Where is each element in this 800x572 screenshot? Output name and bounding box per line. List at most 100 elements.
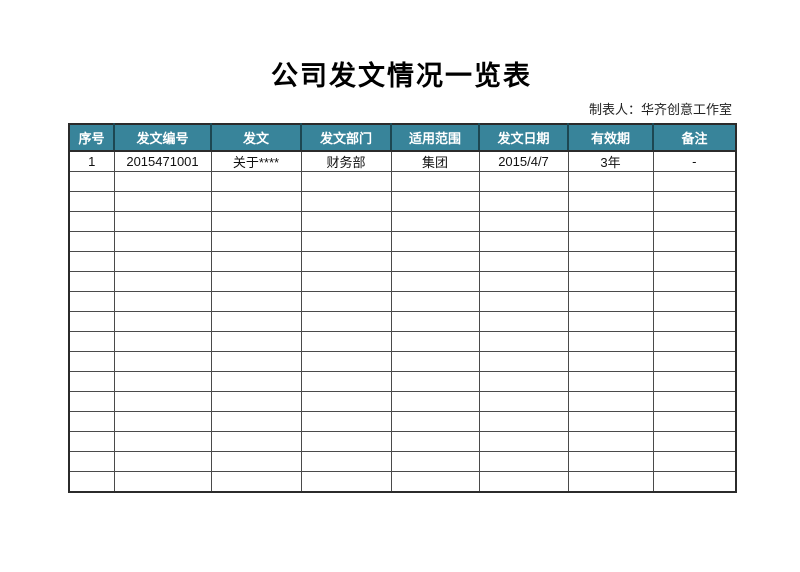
table-cell-serial-number [68,191,115,212]
table-cell-remarks [652,331,737,352]
empty-table-row [68,291,737,312]
table-cell-issuing-department [300,391,392,412]
table-cell-doc-number [113,231,212,252]
table-cell-serial-number [68,411,115,432]
table-cell-issuing-department [300,171,392,192]
table-cell-remarks [652,171,737,192]
table-cell-serial-number [68,211,115,232]
table-cell-serial-number [68,371,115,392]
table-cell-issue-date [478,371,569,392]
table-cell-remarks [652,271,737,292]
table-cell-issuing-department [300,331,392,352]
table-cell-doc-number [113,171,212,192]
table-cell-applicable-scope [390,271,480,292]
empty-table-row [68,431,737,452]
table-cell-doc-number [113,251,212,272]
table-cell-validity-period: 3年 [567,150,654,172]
table-cell-serial-number [68,471,115,492]
table-body: 1 2015471001 关于**** 财务部 集团 2015/4/7 3年 - [68,150,737,492]
table-cell-doc-number [113,391,212,412]
table-cell-issuing-department [300,431,392,452]
header-cell-issue-date: 发文日期 [478,124,568,152]
table-cell-issuing-department [300,351,392,372]
table-cell-remarks [652,411,737,432]
table-cell-issue-date [478,211,569,232]
table-cell-validity-period [567,471,654,492]
table-cell-applicable-scope [390,471,480,492]
table-cell-document: 关于**** [210,150,302,172]
table-cell-validity-period [567,391,654,412]
table-cell-remarks [652,431,737,452]
table-cell-remarks [652,311,737,332]
empty-table-row [68,311,737,332]
table-cell-doc-number: 2015471001 [113,150,212,172]
empty-table-row [68,411,737,432]
table-cell-issuing-department [300,311,392,332]
table-cell-document [210,231,302,252]
table-cell-doc-number [113,431,212,452]
table-cell-serial-number [68,231,115,252]
table-header-row: 序号 发文编号 发文 发文部门 适用范围 发文日期 有效期 备注 [69,124,736,152]
header-cell-issuing-department: 发文部门 [300,124,391,152]
table-cell-remarks [652,251,737,272]
table-cell-issuing-department [300,411,392,432]
table-cell-serial-number [68,451,115,472]
table-cell-applicable-scope [390,231,480,252]
table-cell-issue-date: 2015/4/7 [478,150,569,172]
table-row: 1 2015471001 关于**** 财务部 集团 2015/4/7 3年 - [68,150,737,172]
header-cell-doc-number: 发文编号 [113,124,211,152]
table-cell-validity-period [567,371,654,392]
table-cell-document [210,471,302,492]
table-cell-issue-date [478,271,569,292]
table-cell-doc-number [113,471,212,492]
table-cell-serial-number: 1 [68,150,115,172]
table-cell-serial-number [68,351,115,372]
table-cell-remarks [652,391,737,412]
table-cell-applicable-scope [390,171,480,192]
table-cell-doc-number [113,211,212,232]
table-cell-applicable-scope [390,371,480,392]
header-cell-serial-number: 序号 [69,124,114,152]
table-cell-issuing-department: 财务部 [300,150,392,172]
table-cell-document [210,211,302,232]
table-cell-remarks [652,451,737,472]
table-cell-serial-number [68,271,115,292]
table-cell-serial-number [68,171,115,192]
table-cell-document [210,291,302,312]
table-cell-issue-date [478,451,569,472]
header-cell-applicable-scope: 适用范围 [390,124,479,152]
table-cell-validity-period [567,231,654,252]
empty-table-row [68,211,737,232]
table-cell-issue-date [478,431,569,452]
table-cell-validity-period [567,351,654,372]
table-cell-doc-number [113,411,212,432]
empty-table-row [68,371,737,392]
table-cell-remarks [652,351,737,372]
table-cell-document [210,251,302,272]
table-cell-issuing-department [300,191,392,212]
table-cell-serial-number [68,431,115,452]
empty-table-row [68,331,737,352]
table-cell-validity-period [567,171,654,192]
table-cell-validity-period [567,251,654,272]
table-cell-issue-date [478,351,569,372]
table-cell-remarks [652,191,737,212]
table-cell-document [210,331,302,352]
table-cell-applicable-scope [390,211,480,232]
empty-table-row [68,191,737,212]
table-cell-issuing-department [300,211,392,232]
table-cell-issue-date [478,391,569,412]
table-cell-doc-number [113,271,212,292]
table-cell-serial-number [68,331,115,352]
empty-table-row [68,451,737,472]
table-header: 序号 发文编号 发文 发文部门 适用范围 发文日期 有效期 备注 [69,124,736,152]
table-cell-applicable-scope [390,331,480,352]
table-cell-validity-period [567,451,654,472]
table-cell-document [210,191,302,212]
table-cell-applicable-scope [390,351,480,372]
table-cell-doc-number [113,311,212,332]
table-cell-document [210,451,302,472]
table-cell-issue-date [478,231,569,252]
table-cell-validity-period [567,431,654,452]
